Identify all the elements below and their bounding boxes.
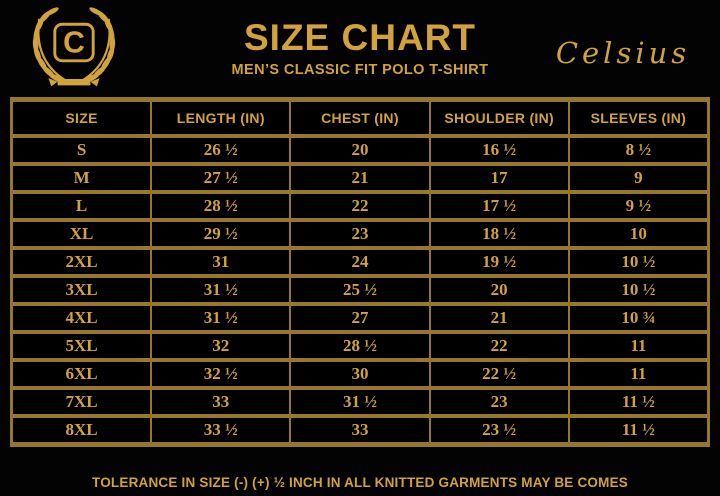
length-cell: 32 ½ <box>151 361 291 387</box>
laurel-wreath-icon: C <box>32 7 116 87</box>
table-row: 3XL 31 ½ 25 ½ 20 10 ½ <box>12 277 708 303</box>
chest-cell: 25 ½ <box>290 277 430 303</box>
table-row: 5XL 32 28 ½ 22 11 <box>12 333 708 359</box>
length-cell: 33 <box>151 389 291 415</box>
length-cell: 26 ½ <box>151 137 291 163</box>
chest-cell: 23 <box>290 221 430 247</box>
chest-cell: 21 <box>290 165 430 191</box>
column-header-size: SIZE <box>12 101 152 135</box>
sleeves-cell: 11 ½ <box>568 417 708 443</box>
column-header-length: LENGTH (IN) <box>151 101 291 135</box>
sleeves-cell: 11 <box>568 361 708 387</box>
table-row: M 27 ½ 21 17 9 <box>12 165 708 191</box>
length-cell: 31 ½ <box>151 305 291 331</box>
header-row: SIZE LENGTH (IN) CHEST (IN) SHOULDER (IN… <box>12 101 708 135</box>
column-header-chest: CHEST (IN) <box>290 101 430 135</box>
sleeves-cell: 10 <box>568 221 708 247</box>
size-table-head: SIZE LENGTH (IN) CHEST (IN) SHOULDER (IN… <box>12 101 708 135</box>
logo-letter: C <box>63 27 85 60</box>
chest-cell: 33 <box>290 417 430 443</box>
size-cell: 3XL <box>12 277 152 303</box>
size-table: SIZE LENGTH (IN) CHEST (IN) SHOULDER (IN… <box>10 97 710 447</box>
size-table-wrap: SIZE LENGTH (IN) CHEST (IN) SHOULDER (IN… <box>10 97 710 447</box>
length-cell: 27 ½ <box>151 165 291 191</box>
length-cell: 31 ½ <box>151 277 291 303</box>
shoulder-cell: 19 ½ <box>429 249 569 275</box>
length-cell: 28 ½ <box>151 193 291 219</box>
size-cell: 4XL <box>12 305 152 331</box>
column-header-sleeves: SLEEVES (IN) <box>568 101 708 135</box>
chest-cell: 27 <box>290 305 430 331</box>
page-subtitle: MEN’S CLASSIC FIT POLO T-SHIRT <box>231 62 489 78</box>
length-cell: 33 ½ <box>151 417 291 443</box>
table-row: 6XL 32 ½ 30 22 ½ 11 <box>12 361 708 387</box>
table-row: 2XL 31 24 19 ½ 10 ½ <box>12 249 708 275</box>
footer: TOLERANCE IN SIZE (-) (+) ½ INCH IN ALL … <box>0 475 720 490</box>
tolerance-note: TOLERANCE IN SIZE (-) (+) ½ INCH IN ALL … <box>92 475 628 490</box>
chest-cell: 20 <box>290 137 430 163</box>
sleeves-cell: 9 <box>568 165 708 191</box>
size-cell: M <box>12 165 152 191</box>
table-row: 7XL 33 31 ½ 23 11 ½ <box>12 389 708 415</box>
size-cell: 7XL <box>12 389 152 415</box>
table-row: 4XL 31 ½ 27 21 10 ¾ <box>12 305 708 331</box>
chest-cell: 22 <box>290 193 430 219</box>
shoulder-cell: 23 <box>429 389 569 415</box>
title-block: SIZE CHART MEN’S CLASSIC FIT POLO T-SHIR… <box>0 0 720 78</box>
table-row: 8XL 33 ½ 33 23 ½ 11 ½ <box>12 417 708 443</box>
shoulder-cell: 23 ½ <box>429 417 569 443</box>
shoulder-cell: 20 <box>429 277 569 303</box>
chest-cell: 28 ½ <box>290 333 430 359</box>
page-title: SIZE CHART <box>244 17 476 58</box>
size-cell: XL <box>12 221 152 247</box>
shoulder-cell: 21 <box>429 305 569 331</box>
chest-cell: 31 ½ <box>290 389 430 415</box>
table-row: XL 29 ½ 23 18 ½ 10 <box>12 221 708 247</box>
sleeves-cell: 11 ½ <box>568 389 708 415</box>
brand-logo: C <box>22 6 126 90</box>
sleeves-cell: 10 ¾ <box>568 305 708 331</box>
brand-name: Celsius <box>555 36 691 70</box>
header: C SIZE CHART MEN’S CLASSIC FIT POLO T-SH… <box>0 0 720 95</box>
chest-cell: 24 <box>290 249 430 275</box>
sleeves-cell: 9 ½ <box>568 193 708 219</box>
shoulder-cell: 17 <box>429 165 569 191</box>
size-cell: 2XL <box>12 249 152 275</box>
sleeves-cell: 8 ½ <box>568 137 708 163</box>
sleeves-cell: 11 <box>568 333 708 359</box>
size-cell: 8XL <box>12 417 152 443</box>
size-cell: 5XL <box>12 333 152 359</box>
shoulder-cell: 16 ½ <box>429 137 569 163</box>
shoulder-cell: 18 ½ <box>429 221 569 247</box>
chest-cell: 30 <box>290 361 430 387</box>
shoulder-cell: 22 <box>429 333 569 359</box>
size-cell: 6XL <box>12 361 152 387</box>
size-cell: S <box>12 137 152 163</box>
shoulder-cell: 22 ½ <box>429 361 569 387</box>
sleeves-cell: 10 ½ <box>568 249 708 275</box>
size-cell: L <box>12 193 152 219</box>
length-cell: 31 <box>151 249 291 275</box>
length-cell: 29 ½ <box>151 221 291 247</box>
shoulder-cell: 17 ½ <box>429 193 569 219</box>
length-cell: 32 <box>151 333 291 359</box>
sleeves-cell: 10 ½ <box>568 277 708 303</box>
column-header-shoulder: SHOULDER (IN) <box>429 101 569 135</box>
